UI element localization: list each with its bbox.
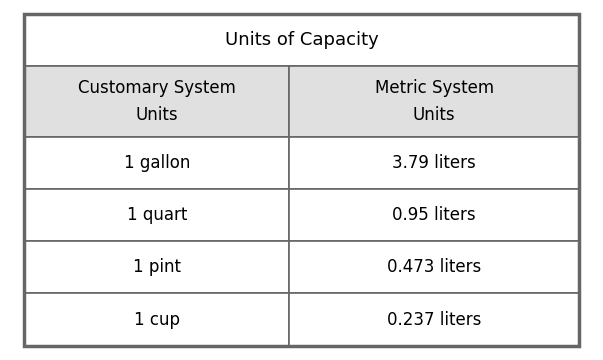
Bar — [289, 137, 579, 189]
Text: 0.237 liters: 0.237 liters — [387, 311, 481, 329]
Bar — [24, 241, 289, 293]
Text: 1 quart: 1 quart — [127, 206, 187, 224]
Text: Customary System
Units: Customary System Units — [78, 79, 236, 123]
Text: 0.95 liters: 0.95 liters — [393, 206, 476, 224]
Bar — [24, 137, 289, 189]
Bar — [289, 293, 579, 346]
Text: 1 pint: 1 pint — [133, 258, 181, 276]
Bar — [24, 14, 579, 66]
Text: 3.79 liters: 3.79 liters — [392, 154, 476, 172]
Bar — [289, 189, 579, 241]
Bar — [24, 66, 289, 137]
Text: Units of Capacity: Units of Capacity — [225, 31, 378, 49]
Bar — [24, 189, 289, 241]
Bar — [24, 293, 289, 346]
Text: 0.473 liters: 0.473 liters — [387, 258, 481, 276]
Bar — [289, 241, 579, 293]
Text: Metric System
Units: Metric System Units — [374, 79, 494, 123]
Text: 1 gallon: 1 gallon — [124, 154, 190, 172]
Text: 1 cup: 1 cup — [134, 311, 180, 329]
Bar — [289, 66, 579, 137]
